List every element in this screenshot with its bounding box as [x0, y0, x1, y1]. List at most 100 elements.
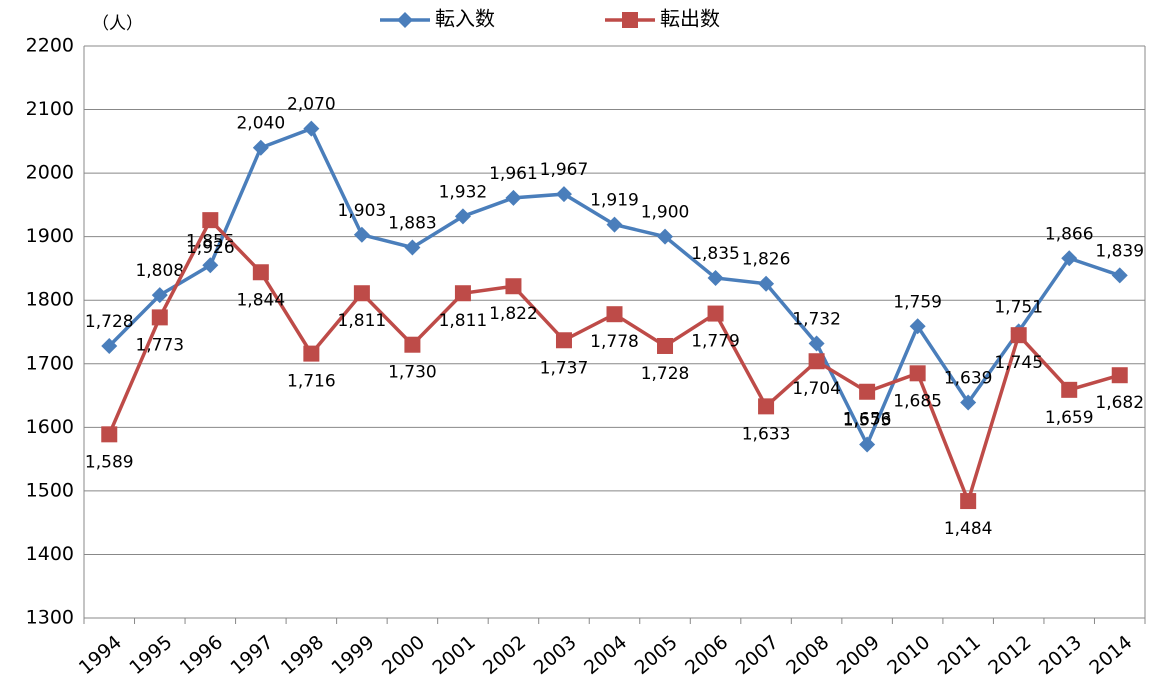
data-label: 1,728 — [641, 364, 690, 384]
x-tick-label: 1994 — [75, 631, 126, 679]
marker — [960, 394, 977, 411]
marker — [454, 285, 471, 302]
y-tick-label: 1700 — [26, 352, 74, 374]
marker — [252, 139, 269, 156]
marker — [657, 337, 674, 354]
legend-label: 転入数 — [435, 7, 495, 31]
legend-marker — [397, 12, 413, 28]
data-label: 1,745 — [994, 353, 1043, 373]
y-tick-label: 1500 — [26, 479, 74, 501]
marker — [505, 278, 522, 295]
data-label: 1,573 — [843, 410, 892, 430]
data-label: 1,883 — [388, 213, 437, 233]
data-label: 2,040 — [236, 114, 285, 134]
x-tick-label: 2004 — [580, 631, 631, 679]
data-label: 1,926 — [186, 238, 235, 258]
marker — [859, 436, 876, 453]
x-tick-label: 2005 — [631, 631, 682, 679]
data-label: 2,070 — [287, 95, 336, 115]
marker — [303, 345, 320, 362]
data-label: 1,656 — [843, 410, 892, 430]
marker — [960, 493, 977, 510]
marker — [303, 120, 320, 137]
data-label: 1,639 — [944, 369, 993, 389]
data-label: 1,822 — [489, 304, 538, 324]
marker — [657, 228, 674, 245]
marker — [808, 335, 825, 352]
data-label: 1,839 — [1095, 241, 1144, 261]
marker — [252, 264, 269, 281]
data-label: 1,751 — [994, 297, 1043, 317]
data-label: 1,730 — [388, 363, 437, 383]
x-tick-label: 1997 — [226, 631, 277, 679]
marker — [505, 189, 522, 206]
data-label: 1,759 — [893, 292, 942, 312]
data-label: 1,716 — [287, 372, 336, 392]
y-tick-label: 1900 — [26, 225, 74, 247]
data-label: 1,808 — [135, 261, 184, 281]
data-label: 1,633 — [742, 424, 791, 444]
marker — [1111, 267, 1128, 284]
marker — [202, 212, 219, 229]
x-tick-label: 1998 — [277, 631, 328, 679]
marker — [1111, 367, 1128, 384]
x-tick-label: 2003 — [530, 631, 581, 679]
data-label: 1,967 — [540, 160, 589, 180]
x-tick-label: 2001 — [428, 631, 479, 679]
marker — [353, 226, 370, 243]
data-label: 1,919 — [590, 191, 639, 211]
data-label: 1,682 — [1095, 393, 1144, 413]
legend-label: 転出数 — [660, 7, 720, 31]
data-label: 1,811 — [439, 311, 488, 331]
data-label: 1,685 — [893, 391, 942, 411]
data-label: 1,778 — [590, 332, 639, 352]
data-label: 1,811 — [338, 311, 387, 331]
data-label: 1,589 — [85, 452, 134, 472]
data-label: 1,835 — [691, 244, 740, 264]
x-tick-label: 2009 — [833, 631, 884, 679]
x-tick-label: 2014 — [1085, 631, 1136, 679]
data-label: 1,737 — [540, 358, 589, 378]
x-tick-label: 2010 — [883, 631, 934, 679]
marker — [1061, 381, 1078, 398]
data-label: 1,903 — [338, 201, 387, 221]
data-label: 1,659 — [1045, 408, 1094, 428]
marker — [101, 337, 118, 354]
marker — [808, 353, 825, 370]
data-label: 1,779 — [691, 332, 740, 352]
data-label: 1,704 — [792, 379, 841, 399]
marker — [151, 287, 168, 304]
x-tick-label: 2002 — [479, 631, 530, 679]
y-tick-label: 1300 — [26, 607, 74, 629]
marker — [1061, 250, 1078, 267]
marker — [404, 239, 421, 256]
x-tick-label: 1996 — [176, 631, 227, 679]
y-tick-label: 1600 — [26, 416, 74, 438]
x-tick-label: 1999 — [327, 631, 378, 679]
marker — [909, 365, 926, 382]
marker — [454, 208, 471, 225]
marker — [353, 285, 370, 302]
x-tick-label: 1995 — [125, 631, 176, 679]
marker — [606, 306, 623, 323]
y-tick-label: 2000 — [26, 162, 74, 184]
x-tick-label: 2006 — [681, 631, 732, 679]
marker — [707, 269, 724, 286]
y-tick-label: 1400 — [26, 543, 74, 565]
data-label: 1,826 — [742, 250, 791, 270]
data-label: 1,844 — [236, 290, 285, 310]
y-tick-label: 2200 — [26, 35, 74, 57]
marker — [151, 309, 168, 326]
series-line — [107, 217, 1121, 507]
marker — [101, 426, 118, 443]
marker — [555, 186, 572, 203]
data-label: 1,484 — [944, 519, 993, 539]
data-label: 1,773 — [135, 335, 184, 355]
data-label: 1,732 — [792, 309, 841, 329]
x-tick-label: 2012 — [984, 631, 1035, 679]
data-label: 1,932 — [439, 182, 488, 202]
marker — [707, 305, 724, 322]
marker — [202, 257, 219, 274]
marker — [909, 318, 926, 335]
